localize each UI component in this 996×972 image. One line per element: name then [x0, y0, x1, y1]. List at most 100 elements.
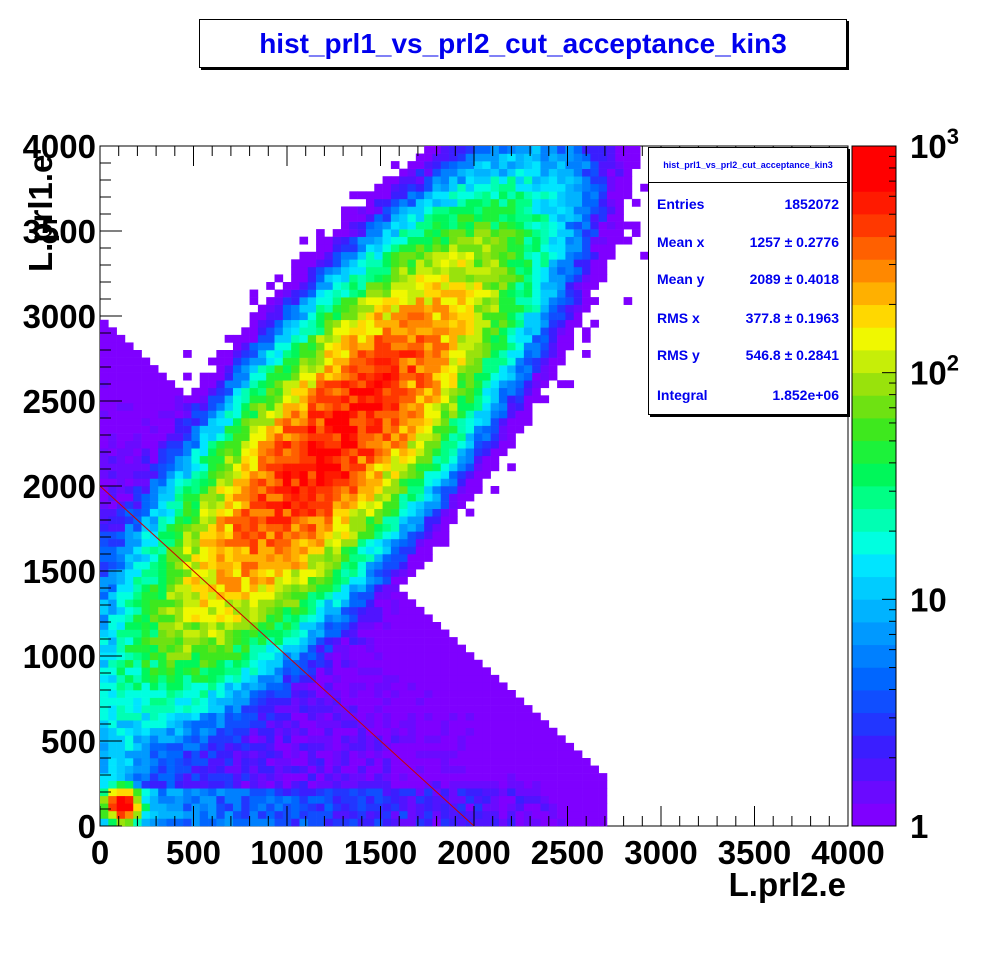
heatmap-cell [224, 569, 234, 577]
heatmap-cell [174, 788, 184, 797]
heatmap-cell [474, 463, 483, 472]
heatmap-cell [474, 282, 483, 290]
heatmap-cell [582, 803, 591, 812]
heatmap-cell [149, 599, 159, 608]
heatmap-cell [291, 531, 300, 540]
heatmap-cell [199, 501, 209, 509]
heatmap-cell [465, 705, 475, 713]
heatmap-cell [116, 470, 126, 479]
heatmap-cell [415, 780, 425, 789]
heatmap-cell [341, 410, 350, 419]
heatmap-cell [407, 206, 417, 215]
heatmap-cell [332, 727, 342, 736]
heatmap-cell [565, 198, 575, 207]
heatmap-cell [307, 561, 317, 570]
palette-swatch [852, 304, 896, 328]
heatmap-cell [299, 418, 309, 426]
heatmap-cell [116, 455, 126, 464]
heatmap-cell [432, 282, 442, 290]
heatmap-cell [590, 153, 599, 162]
heatmap-cell [249, 742, 259, 751]
heatmap-cell [424, 198, 433, 207]
heatmap-cell [166, 395, 176, 404]
heatmap-cell [424, 667, 433, 676]
heatmap-cell [191, 425, 201, 434]
heatmap-cell [349, 289, 358, 298]
heatmap-cell [241, 659, 250, 668]
heatmap-cell [257, 402, 267, 411]
heatmap-cell [183, 584, 192, 593]
heatmap-cell [440, 788, 450, 797]
heatmap-cell [274, 599, 284, 608]
heatmap-cell [557, 259, 566, 268]
heatmap-cell [449, 387, 458, 396]
heatmap-cell [498, 350, 508, 358]
heatmap-cell [390, 508, 400, 517]
heatmap-cell [199, 644, 209, 653]
heatmap-cell [390, 319, 400, 328]
heatmap-cell [598, 818, 608, 827]
heatmap-cell [482, 727, 491, 736]
heatmap-cell [149, 705, 159, 713]
heatmap-cell [349, 350, 358, 358]
heatmap-cell [523, 334, 533, 343]
heatmap-cell [141, 463, 151, 472]
heatmap-cell [515, 380, 525, 389]
heatmap-cell [390, 538, 400, 547]
heatmap-cell [249, 576, 259, 585]
heatmap-cell [232, 773, 242, 781]
heatmap-cell [174, 644, 184, 653]
heatmap-cell [498, 402, 508, 411]
heatmap-cell [415, 818, 425, 827]
heatmap-cell [374, 765, 383, 774]
heatmap-cell [540, 380, 550, 389]
heatmap-cell [316, 531, 325, 540]
heatmap-cell [216, 538, 225, 547]
heatmap-cell [440, 652, 450, 661]
heatmap-cell [291, 350, 300, 358]
heatmap-cell [291, 554, 300, 562]
heatmap-cell [590, 795, 599, 804]
heatmap-cell [149, 591, 159, 600]
heatmap-cell [598, 206, 608, 215]
heatmap-cell [474, 720, 483, 729]
heatmap-cell [532, 380, 541, 389]
heatmap-cell [440, 297, 450, 305]
heatmap-cell [183, 395, 192, 404]
heatmap-cell [449, 266, 458, 275]
heatmap-cell [415, 810, 425, 819]
heatmap-cell [149, 440, 159, 449]
heatmap-cell [349, 274, 358, 283]
heatmap-cell [357, 637, 367, 645]
heatmap-cell [357, 758, 367, 766]
heatmap-cell [532, 146, 541, 154]
heatmap-cell [241, 418, 250, 426]
heatmap-cell [208, 690, 217, 698]
heatmap-cell [166, 705, 176, 713]
heatmap-cell [249, 659, 259, 668]
heatmap-cell [449, 652, 458, 661]
heatmap-cell [199, 433, 209, 441]
heatmap-cell [332, 470, 342, 479]
heatmap-cell [274, 395, 284, 404]
heatmap-cell [316, 652, 325, 661]
heatmap-cell [149, 546, 159, 555]
heatmap-cell [191, 455, 201, 464]
heatmap-cell [424, 365, 433, 373]
heatmap-cell [174, 576, 184, 585]
heatmap-cell [374, 705, 383, 713]
heatmap-cell [374, 659, 383, 668]
heatmap-cell [424, 168, 433, 177]
heatmap-cell [365, 448, 375, 457]
heatmap-cell [399, 546, 408, 555]
heatmap-cell [498, 327, 508, 336]
heatmap-cell [540, 168, 550, 177]
heatmap-cell [490, 418, 500, 426]
palette-swatch [852, 350, 896, 374]
heatmap-cell [424, 622, 433, 630]
heatmap-cell [532, 244, 541, 253]
heatmap-cell [424, 818, 433, 827]
heatmap-cell [257, 425, 267, 434]
heatmap-cell [482, 365, 491, 373]
heatmap-cell [590, 788, 599, 797]
